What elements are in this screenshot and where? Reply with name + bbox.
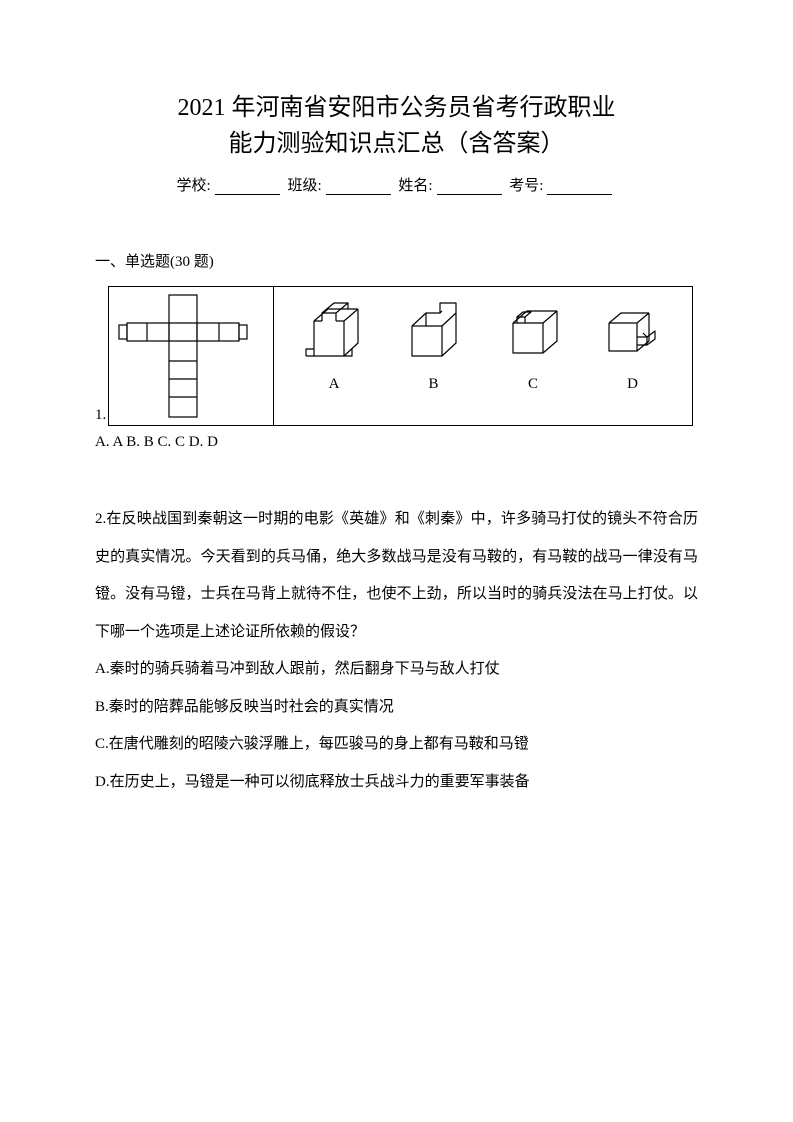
shape-b-icon [400, 301, 468, 366]
q2-option-b: B.秦时的陪葬品能够反映当时社会的真实情况 [95, 689, 698, 727]
shape-c-icon [499, 301, 567, 366]
option-c: C [499, 301, 567, 393]
question-2: 2.在反映战国到秦朝这一时期的电影《英雄》和《刺秦》中，许多骑马打仗的镜头不符合… [95, 501, 698, 801]
net-svg [109, 287, 274, 425]
q2-option-a: A.秦时的骑兵骑着马冲到敌人跟前，然后翻身下马与敌人打仗 [95, 651, 698, 689]
q1-answer-options: A. A B. B C. C D. D [95, 434, 698, 451]
option-b: B [400, 301, 468, 393]
page-title: 2021 年河南省安阳市公务员省考行政职业 能力测验知识点汇总（含答案） [95, 90, 698, 162]
question-1: 1. [95, 286, 698, 426]
q2-option-c: C.在唐代雕刻的昭陵六骏浮雕上，每匹骏马的身上都有马鞍和马镫 [95, 726, 698, 764]
name-label: 姓名: [398, 178, 432, 194]
exam-no-label: 考号: [509, 178, 543, 194]
q2-option-d: D.在历史上，马镫是一种可以彻底释放士兵战斗力的重要军事装备 [95, 764, 698, 802]
q2-text: 2.在反映战国到秦朝这一时期的电影《英雄》和《刺秦》中，许多骑马打仗的镜头不符合… [95, 501, 698, 651]
figure-box: A B [108, 286, 693, 426]
section-header: 一、单选题(30 题) [95, 250, 698, 271]
school-label: 学校: [177, 178, 211, 194]
unfolded-net [109, 287, 274, 425]
label-c: C [528, 376, 538, 393]
option-a: A [300, 301, 368, 393]
title-line-1: 2021 年河南省安阳市公务员省考行政职业 [95, 90, 698, 126]
exam-no-blank[interactable] [547, 179, 612, 195]
class-label: 班级: [287, 178, 321, 194]
label-b: B [428, 376, 438, 393]
class-blank[interactable] [326, 179, 391, 195]
shape-a-icon [300, 301, 368, 366]
options-panel: A B [274, 287, 692, 425]
school-blank[interactable] [215, 179, 280, 195]
name-blank[interactable] [437, 179, 502, 195]
q1-number: 1. [95, 407, 106, 426]
title-line-2: 能力测验知识点汇总（含答案） [95, 126, 698, 162]
shape-d-icon [599, 301, 667, 366]
label-a: A [329, 376, 340, 393]
student-info-line: 学校: 班级: 姓名: 考号: [95, 174, 698, 195]
option-d: D [599, 301, 667, 393]
label-d: D [627, 376, 638, 393]
